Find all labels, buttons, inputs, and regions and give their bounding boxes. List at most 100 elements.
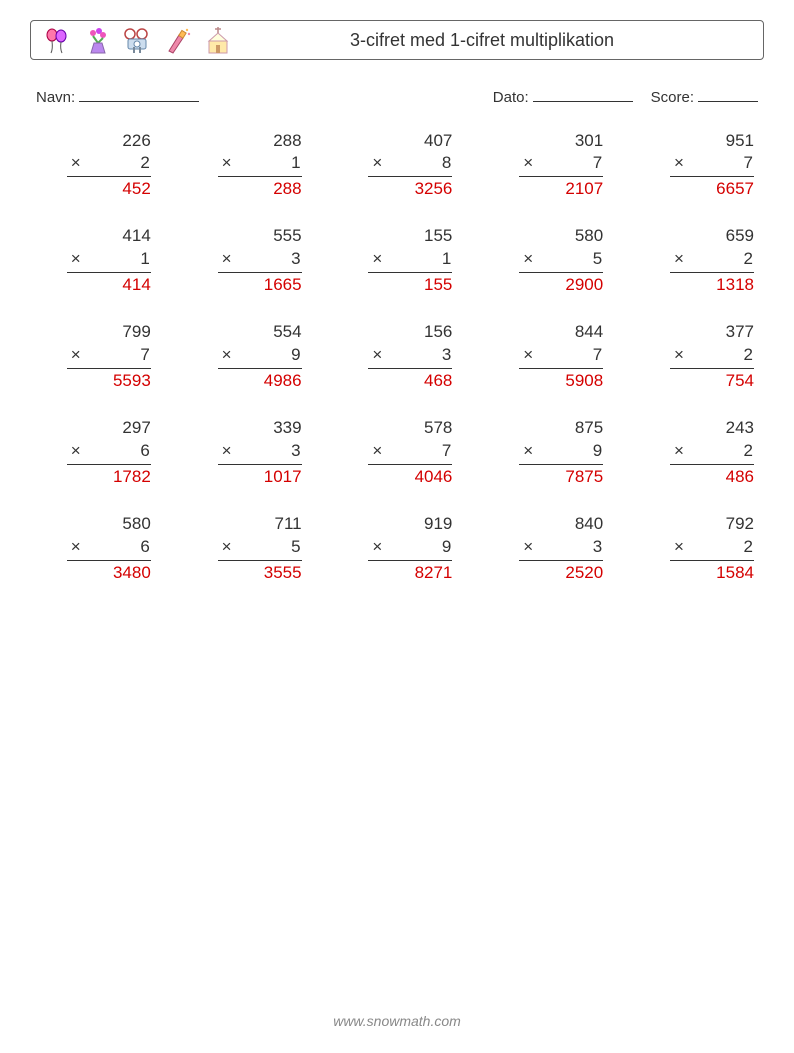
multiplier-row: ×9 [368, 536, 452, 561]
multiplicand: 875 [519, 417, 603, 440]
answer: 468 [368, 369, 452, 393]
multiplicand: 711 [218, 513, 302, 536]
problem: 339×31017 [218, 417, 302, 489]
church-icon [203, 25, 233, 55]
answer: 3256 [368, 177, 452, 201]
date-label: Dato: [493, 89, 529, 106]
answer: 7875 [519, 465, 603, 489]
multiplier: 2 [744, 345, 754, 364]
multiplier-row: ×6 [67, 536, 151, 561]
multiplier: 7 [744, 153, 754, 172]
multiplier-row: ×2 [670, 344, 754, 369]
score-blank [698, 84, 758, 102]
multiplier-row: ×2 [670, 440, 754, 465]
problem: 377×2754 [670, 321, 754, 393]
multiplicand: 297 [67, 417, 151, 440]
problem: 578×74046 [368, 417, 452, 489]
operator: × [670, 440, 685, 463]
multiplicand: 555 [218, 225, 302, 248]
multiplicand: 339 [218, 417, 302, 440]
operator: × [368, 536, 383, 559]
multiplier-row: ×3 [519, 536, 603, 561]
multiplicand: 288 [218, 130, 302, 153]
flowers-icon [83, 25, 113, 55]
name-blank [79, 84, 199, 102]
answer: 2900 [519, 273, 603, 297]
header-icons [43, 25, 233, 55]
multiplier-row: ×8 [368, 152, 452, 177]
multiplicand: 407 [368, 130, 452, 153]
operator: × [218, 152, 233, 175]
multiplier: 6 [140, 441, 150, 460]
multiplier-row: ×2 [67, 152, 151, 177]
problem: 156×3468 [368, 321, 452, 393]
multiplicand: 951 [670, 130, 754, 153]
operator: × [218, 248, 233, 271]
multiplier: 3 [291, 441, 301, 460]
answer: 6657 [670, 177, 754, 201]
multiplier: 5 [593, 249, 603, 268]
multiplier: 9 [291, 345, 301, 364]
answer: 3480 [67, 561, 151, 585]
multiplier-row: ×7 [519, 152, 603, 177]
multiplicand: 580 [67, 513, 151, 536]
operator: × [519, 440, 534, 463]
problem: 792×21584 [670, 513, 754, 585]
problem: 407×83256 [368, 130, 452, 202]
multiplicand: 840 [519, 513, 603, 536]
balloons-icon [43, 25, 73, 55]
answer: 754 [670, 369, 754, 393]
footer-link: www.snowmath.com [0, 1013, 794, 1029]
problem: 919×98271 [368, 513, 452, 585]
problem: 288×1288 [218, 130, 302, 202]
problem: 659×21318 [670, 225, 754, 297]
operator: × [519, 536, 534, 559]
operator: × [67, 536, 82, 559]
operator: × [218, 344, 233, 367]
multiplicand: 156 [368, 321, 452, 344]
multiplicand: 243 [670, 417, 754, 440]
multiplier: 9 [593, 441, 603, 460]
worksheet-title: 3-cifret med 1-cifret multiplikation [233, 30, 751, 51]
multiplier: 3 [593, 537, 603, 556]
multiplier-row: ×9 [218, 344, 302, 369]
problem: 243×2486 [670, 417, 754, 489]
multiplier-row: ×2 [670, 536, 754, 561]
info-fields: Navn: Dato: Score: [30, 84, 764, 106]
multiplicand: 792 [670, 513, 754, 536]
multiplicand: 155 [368, 225, 452, 248]
multiplier: 2 [140, 153, 150, 172]
answer: 486 [670, 465, 754, 489]
multiplier-row: ×3 [368, 344, 452, 369]
operator: × [218, 440, 233, 463]
problem: 799×75593 [67, 321, 151, 393]
multiplicand: 578 [368, 417, 452, 440]
answer: 5908 [519, 369, 603, 393]
answer: 2520 [519, 561, 603, 585]
operator: × [670, 248, 685, 271]
multiplier: 5 [291, 537, 301, 556]
multiplier-row: ×1 [218, 152, 302, 177]
multiplier: 2 [744, 441, 754, 460]
multiplier: 7 [593, 153, 603, 172]
bottle-icon [163, 25, 193, 55]
operator: × [670, 344, 685, 367]
multiplier-row: ×1 [67, 248, 151, 273]
multiplicand: 919 [368, 513, 452, 536]
answer: 1665 [218, 273, 302, 297]
answer: 288 [218, 177, 302, 201]
camera-icon [123, 25, 153, 55]
problem: 840×32520 [519, 513, 603, 585]
operator: × [368, 440, 383, 463]
multiplier: 7 [593, 345, 603, 364]
multiplicand: 659 [670, 225, 754, 248]
multiplier: 1 [442, 249, 452, 268]
operator: × [67, 344, 82, 367]
multiplier-row: ×3 [218, 440, 302, 465]
date-blank [533, 84, 633, 102]
multiplicand: 226 [67, 130, 151, 153]
problem: 414×1414 [67, 225, 151, 297]
answer: 5593 [67, 369, 151, 393]
multiplier: 3 [442, 345, 452, 364]
operator: × [368, 344, 383, 367]
